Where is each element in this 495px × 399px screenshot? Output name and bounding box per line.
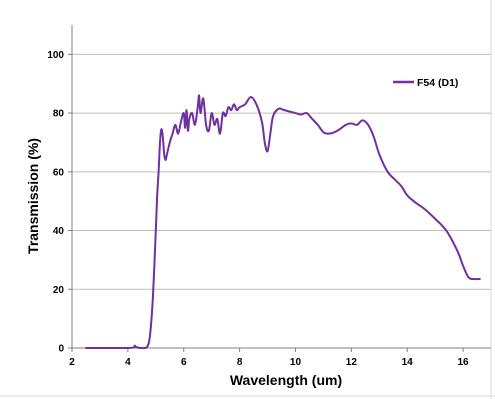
x-tick-label: 14 bbox=[402, 357, 414, 368]
y-tick-label: 100 bbox=[47, 50, 64, 61]
y-axis-title: Transmission (%) bbox=[25, 138, 41, 254]
series-group bbox=[84, 94, 481, 350]
x-tick-label: 16 bbox=[458, 357, 470, 368]
x-tick-label: 10 bbox=[290, 357, 302, 368]
y-tick-labels: 0 20 40 60 80 100 bbox=[47, 50, 64, 355]
legend: F54 (D1) bbox=[393, 77, 458, 89]
x-tick-label: 2 bbox=[69, 357, 75, 368]
x-axis-title: Wavelength (um) bbox=[230, 372, 342, 388]
x-tick-label: 6 bbox=[181, 357, 187, 368]
series-line-f54-d1 bbox=[84, 94, 481, 350]
x-tick-label: 8 bbox=[237, 357, 243, 368]
y-tick-label: 40 bbox=[53, 226, 65, 237]
y-tick-label: 60 bbox=[53, 167, 65, 178]
y-tick-label: 0 bbox=[58, 344, 64, 355]
y-tick-label: 20 bbox=[53, 285, 65, 296]
x-tick-label: 12 bbox=[346, 357, 358, 368]
y-tick-label: 80 bbox=[53, 109, 65, 120]
x-tick-labels: 2 4 6 8 10 12 14 16 bbox=[69, 357, 469, 368]
x-tick-label: 4 bbox=[125, 357, 131, 368]
legend-label-f54-d1: F54 (D1) bbox=[417, 77, 458, 89]
gridlines bbox=[72, 53, 491, 290]
